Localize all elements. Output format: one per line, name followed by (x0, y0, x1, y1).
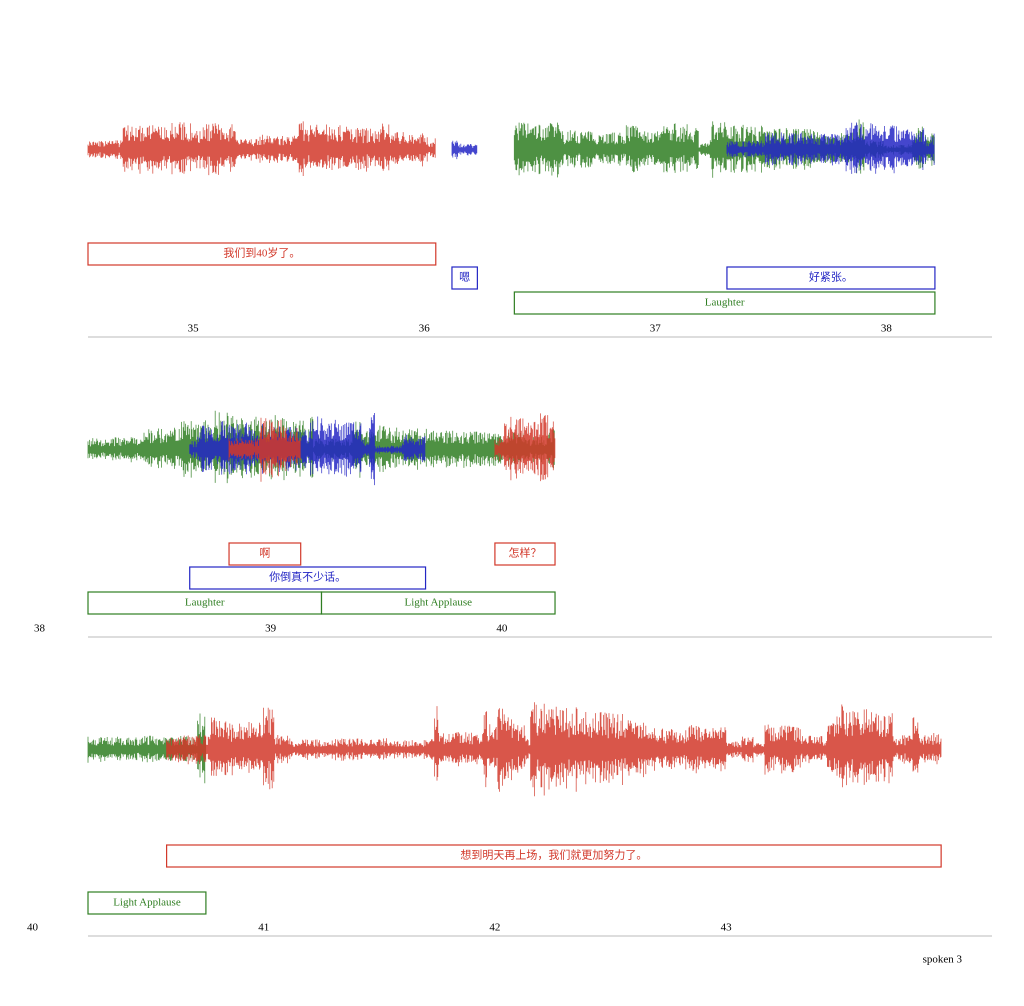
segment-box (166, 844, 942, 868)
tick-label: 35 (188, 323, 200, 335)
tick-label: 38 (34, 623, 46, 635)
segment-label: 怎样？ (508, 546, 541, 560)
segment-box (513, 291, 936, 315)
segment-label: 你倒真不少话。 (269, 570, 346, 584)
tick-label: 41 (258, 922, 269, 934)
tick-label: 40 (496, 623, 508, 635)
segment-box (189, 566, 427, 590)
tick-label: 36 (419, 323, 431, 335)
tick-label: 42 (489, 922, 500, 934)
segment-label: 想到明天再上场，我们就更加努力了。 (460, 848, 647, 862)
footer: spoken 3 (923, 954, 963, 966)
segment-box (320, 591, 556, 615)
waveform (166, 702, 942, 797)
waveform (494, 413, 556, 482)
segment-box (726, 266, 936, 290)
tick-label: 43 (721, 922, 733, 934)
segment-label: Light Applause (113, 897, 181, 909)
segment-label: 好紧张。 (809, 270, 853, 284)
segment-label: Laughter (705, 297, 745, 309)
waveform (228, 417, 301, 482)
segment-box (494, 542, 556, 566)
segment-label: Laughter (185, 597, 225, 609)
tick-label: 40 (27, 922, 39, 934)
waveform (451, 140, 478, 160)
segment-label: Light Applause (405, 597, 473, 609)
waveform (726, 122, 935, 174)
segment-box (451, 266, 478, 290)
waveform (189, 413, 426, 486)
tick-label: 37 (650, 323, 662, 335)
segment-box (87, 891, 207, 915)
segment-label: 嗯 (459, 271, 470, 284)
segment-label: 啊 (259, 547, 270, 560)
segment-label: 我们到40岁了。 (223, 246, 300, 260)
tick-label: 38 (881, 323, 893, 335)
segment-box (87, 242, 437, 266)
tick-label: 39 (265, 623, 277, 635)
waveform (87, 121, 436, 176)
segment-box (228, 542, 302, 566)
